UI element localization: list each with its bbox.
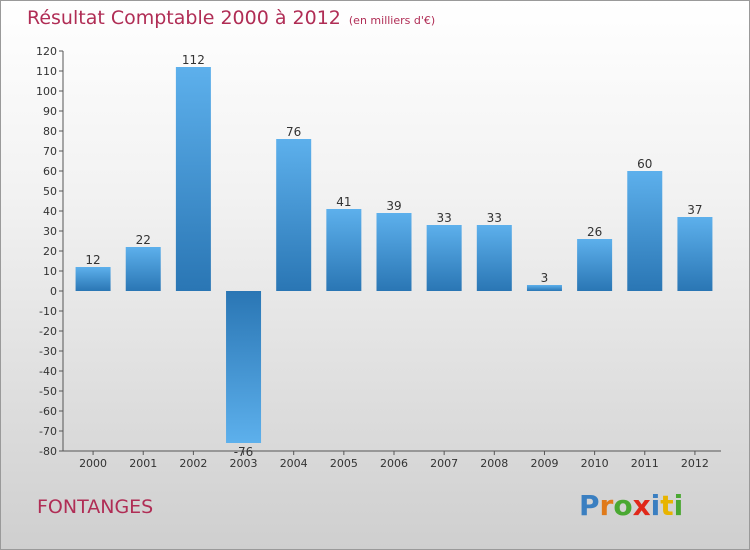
data-label-2002: 112 [182,53,205,67]
y-tick-label: -60 [39,405,57,418]
bar-2003 [226,291,262,443]
bar-2007 [426,225,462,291]
chart-title: Résultat Comptable 2000 à 2012 (en millie… [27,7,435,29]
chart-title-text: Résultat Comptable 2000 à 2012 [27,7,341,29]
data-label-2000: 12 [85,253,100,267]
y-tick-label: 40 [43,205,57,218]
y-tick-label: 80 [43,125,57,138]
bar-2010 [577,239,613,291]
bar-2002 [175,67,211,291]
y-tick-label: -70 [39,425,57,438]
x-tick-label: 2010 [581,457,609,470]
y-tick-label: 60 [43,165,57,178]
bar-2000 [75,267,111,291]
y-tick-label: -30 [39,345,57,358]
y-tick-label: 50 [43,185,57,198]
x-tick-label: 2003 [230,457,258,470]
data-label-2001: 22 [136,233,151,247]
y-tick-label: -40 [39,365,57,378]
x-tick-label: 2008 [480,457,508,470]
data-label-2007: 33 [437,211,452,225]
y-tick-label: 20 [43,245,57,258]
bar-2006 [376,213,412,291]
data-label-2006: 39 [386,199,401,213]
proxiti-logo: Proxiti [579,489,683,522]
y-tick-label: 70 [43,145,57,158]
y-tick-label: -80 [39,445,57,458]
y-tick-label: 30 [43,225,57,238]
logo-letter: t [660,489,674,522]
y-tick-label: 100 [36,85,57,98]
bar-2011 [627,171,663,291]
y-tick-label: 90 [43,105,57,118]
x-tick-label: 2011 [631,457,659,470]
chart-bars [75,67,713,443]
x-tick-label: 2004 [280,457,308,470]
data-label-2010: 26 [587,225,602,239]
x-tick-label: 2012 [681,457,709,470]
y-tick-label: -10 [39,305,57,318]
data-label-2009: 3 [541,271,549,285]
x-tick-label: 2002 [179,457,207,470]
logo-letter: r [599,489,614,522]
x-tick-label: 2005 [330,457,358,470]
x-tick-label: 2009 [530,457,558,470]
logo-letter: o [613,489,633,522]
bar-2005 [326,209,362,291]
y-tick-label: -50 [39,385,57,398]
data-label-2012: 37 [687,203,702,217]
y-tick-label: -20 [39,325,57,338]
y-tick-label: 110 [36,65,57,78]
logo-letter: P [579,489,600,522]
x-tick-label: 2007 [430,457,458,470]
logo-letter: i [650,489,661,522]
logo-letter: i [673,489,684,522]
chart-subtitle: (en milliers d'€) [348,14,436,27]
data-label-2011: 60 [637,157,652,171]
data-label-2003: -76 [234,445,254,459]
bar-2001 [125,247,161,291]
x-tick-label: 2000 [79,457,107,470]
bar-2008 [476,225,512,291]
y-tick-label: 120 [36,45,57,58]
x-tick-label: 2001 [129,457,157,470]
bar-2004 [276,139,312,291]
y-tick-label: 0 [50,285,57,298]
data-label-2005: 41 [336,195,351,209]
data-label-2008: 33 [487,211,502,225]
bar-2009 [526,285,562,291]
logo-letter: x [632,489,651,522]
chart-axes: -80 -70 -60 -50 -40 -30 -20 -10 0 10 20 30 40 50 60 70 8… [36,45,721,470]
x-tick-label: 2006 [380,457,408,470]
data-label-2004: 76 [286,125,301,139]
y-tick-label: 10 [43,265,57,278]
bar-2012 [677,217,713,291]
commune-name: FONTANGES [37,496,154,518]
